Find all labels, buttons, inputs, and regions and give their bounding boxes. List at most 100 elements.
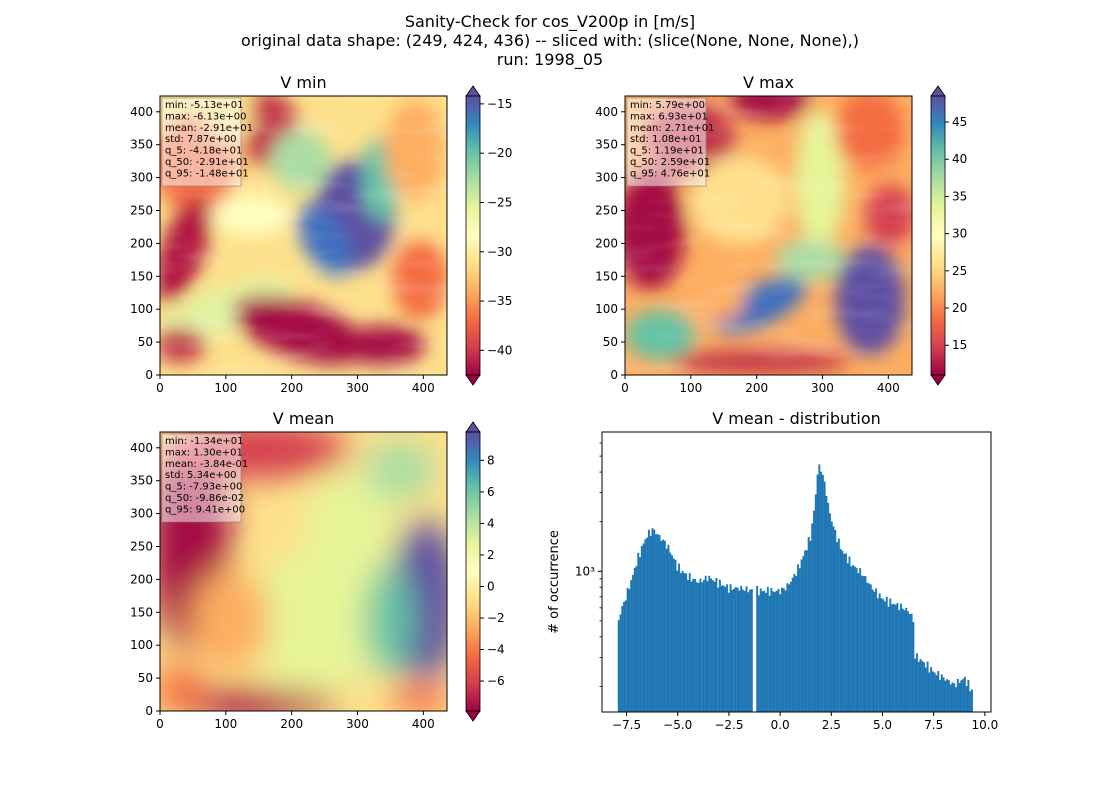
histogram-bar	[930, 667, 933, 712]
histogram-bar	[853, 566, 856, 712]
colorbar-tick-label: −4	[487, 643, 505, 657]
histogram-bar	[896, 603, 899, 712]
histogram-bar	[889, 598, 892, 712]
stats-line: std: 5.34e+00	[165, 470, 237, 481]
plot-frame	[624, 95, 913, 376]
histogram-bar	[937, 671, 940, 712]
colorbar-extend-top	[930, 85, 946, 97]
histogram-bar	[809, 540, 812, 712]
y-tick-label: 200	[130, 572, 153, 586]
histogram-bar	[962, 678, 965, 712]
histogram-bar	[781, 587, 783, 712]
histogram-bar	[704, 575, 707, 712]
plot-frame	[159, 431, 448, 712]
histogram-bar	[738, 590, 741, 712]
histogram-bar	[766, 586, 769, 712]
colorbar-tick-label: −35	[487, 294, 512, 308]
histogram-bar	[850, 566, 853, 712]
colorbar-tick-label: 15	[952, 338, 967, 352]
x-tick-label: 5.0	[873, 718, 892, 732]
colorbar-tick-label: 40	[952, 152, 967, 166]
colorbar: −40 −35 −30 −25 −20 −15	[465, 85, 512, 386]
colorbar: −6 −4 −2 0 2 4 6 8	[465, 421, 505, 722]
histogram-bar	[662, 539, 665, 712]
histogram-bar	[642, 543, 645, 712]
histogram-bar	[649, 535, 652, 712]
histogram-bar	[917, 661, 920, 712]
colorbar-tick-label: 30	[952, 227, 967, 241]
histogram-bar	[793, 573, 796, 712]
histogram-bar	[795, 575, 798, 712]
panel-title: V max	[743, 73, 794, 92]
x-tick-label: 100	[214, 717, 237, 731]
figure-title: Sanity-Check for cos_V200p in [m/s] orig…	[0, 12, 1100, 69]
colorbar-extend-top	[465, 85, 481, 97]
histogram-bar	[777, 588, 780, 712]
stats-line: q_5: -4.18e+01	[165, 146, 242, 157]
histogram-bar	[892, 603, 895, 712]
histogram-bar	[640, 546, 643, 712]
y-tick-label: 0	[610, 368, 618, 382]
stats-box	[161, 433, 242, 523]
heatmap-panel-1: V min 0 100 200 300 400 0 50 100 150 200 250 300 350 4…	[130, 73, 512, 395]
histogram-bar	[802, 556, 805, 712]
x-tick-label: 0	[621, 381, 629, 395]
histogram-bar	[656, 534, 659, 712]
x-tick-label: 100	[679, 381, 702, 395]
histogram-bar	[626, 587, 629, 712]
stats-line: q_5: -7.93e+00	[165, 482, 242, 493]
histogram-bar	[958, 682, 961, 712]
colorbar-tick-label: 20	[952, 301, 967, 315]
histogram-bar	[786, 583, 789, 712]
histogram-bar	[862, 576, 865, 712]
y-tick-label: 400	[130, 105, 153, 119]
histogram-bar	[681, 570, 684, 712]
y-tick-label: 0	[145, 368, 153, 382]
histogram-bar	[745, 586, 748, 712]
histogram-bar	[663, 540, 666, 712]
histogram-bar	[736, 587, 739, 712]
histogram-bar	[857, 573, 860, 712]
histogram-bar	[701, 582, 704, 712]
histogram-bar	[683, 573, 686, 712]
histogram-bar	[727, 592, 730, 712]
histogram-bar	[868, 583, 870, 712]
histogram-bar	[749, 589, 752, 712]
histogram-bar	[658, 535, 661, 712]
histogram-bar	[908, 614, 911, 712]
histogram-bar	[967, 679, 970, 712]
stats-line: max: -6.13e+00	[165, 111, 246, 122]
x-tick-label: 400	[877, 381, 900, 395]
colorbar-frame	[465, 95, 481, 376]
x-tick-label: 0	[156, 717, 164, 731]
histogram-bar	[816, 474, 819, 712]
histogram-bar	[844, 553, 847, 712]
x-tick-label: 100	[214, 381, 237, 395]
y-tick-label: 250	[595, 203, 618, 217]
histogram-bar	[639, 557, 641, 712]
x-tick-label: 200	[280, 381, 303, 395]
colorbar-tick-label: −20	[487, 146, 512, 160]
histogram-bar	[718, 579, 721, 712]
histogram-bar	[885, 596, 888, 712]
histogram-bar	[765, 592, 768, 712]
histogram-bar	[942, 677, 945, 712]
x-tick-label: 0.0	[771, 718, 790, 732]
histogram-bar	[702, 579, 705, 712]
histogram-bar	[747, 592, 750, 712]
histogram-bar	[631, 574, 634, 712]
histogram-bar	[873, 591, 876, 712]
x-tick-label: −5.0	[663, 718, 692, 732]
histogram-bar	[692, 578, 695, 712]
histogram-bar	[633, 567, 636, 712]
colorbar-gradient	[466, 96, 480, 375]
histogram-bar	[820, 471, 823, 712]
histogram-bar	[651, 528, 654, 712]
histogram-bar	[770, 587, 773, 712]
histogram-bar	[621, 605, 624, 712]
histogram-bar	[713, 581, 716, 712]
stats-line: max: 6.93e+01	[630, 111, 708, 122]
y-tick-label: 350	[595, 138, 618, 152]
histogram-bar	[956, 678, 959, 712]
histogram-bar	[710, 578, 712, 712]
